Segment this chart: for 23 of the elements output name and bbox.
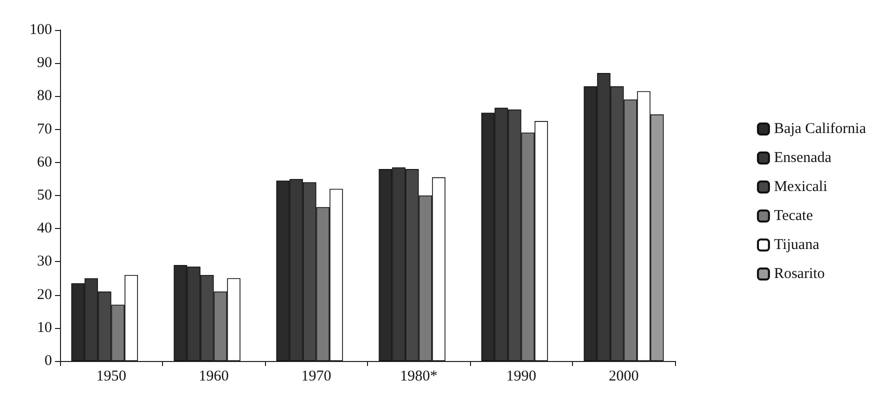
x-tick-label: 1950: [96, 368, 126, 384]
x-tick-label: 1980*: [400, 368, 438, 384]
legend-label: Baja California: [774, 121, 866, 137]
y-tick-label: 10: [37, 320, 52, 336]
y-tick-label: 0: [44, 353, 52, 369]
x-tick-label: 2000: [608, 368, 639, 384]
x-tick-label: 1970: [301, 368, 332, 384]
legend-label: Tecate: [774, 208, 814, 224]
y-tick-label: 30: [37, 254, 52, 270]
y-tick-label: 100: [30, 22, 52, 38]
x-tick-label: 1960: [198, 368, 229, 384]
legend-label: Tijuana: [774, 237, 820, 253]
legend-label: Ensenada: [774, 150, 832, 166]
legend-label: Rosarito: [774, 266, 825, 282]
y-tick-label: 40: [37, 220, 52, 237]
y-tick-label: 80: [37, 88, 52, 104]
y-tick-label: 50: [37, 188, 52, 204]
y-tick-label: 20: [37, 286, 52, 303]
y-tick-label: 70: [37, 121, 52, 138]
legend-label: Mexicali: [774, 179, 828, 195]
y-tick-label: 90: [37, 55, 52, 72]
y-tick-label: 60: [37, 154, 52, 170]
x-tick-label: 1990: [506, 368, 536, 384]
